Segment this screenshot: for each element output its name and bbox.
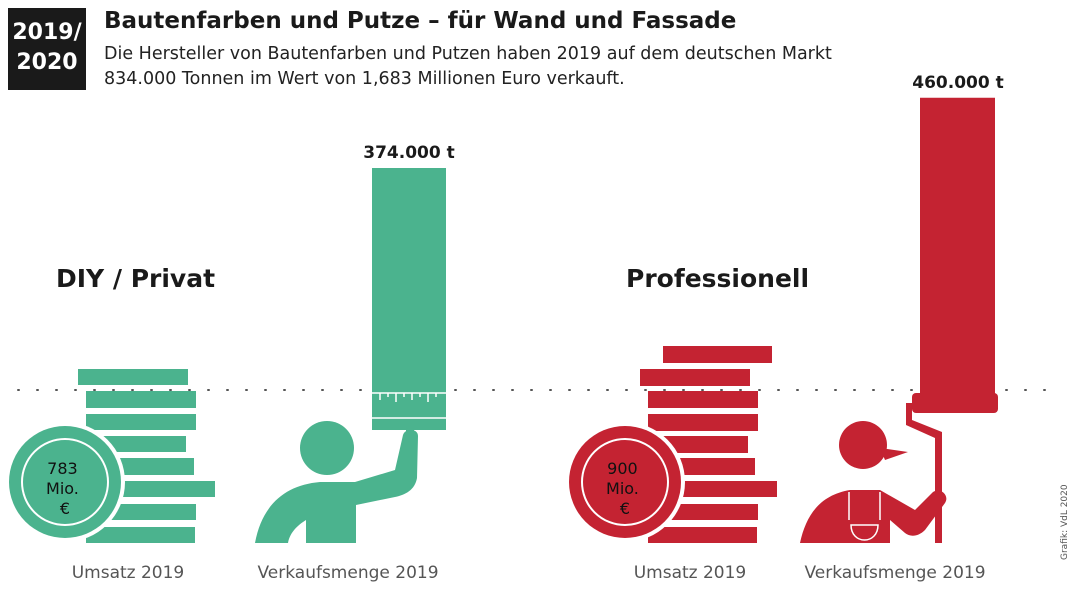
coin-stack-icon (565, 346, 777, 543)
volume-label-professional: 460.000 t (912, 73, 1003, 93)
volume-bar-professional (920, 97, 995, 395)
volume-bar-diy (372, 168, 446, 430)
brush-bristles (372, 392, 446, 419)
painter-brush-icon (255, 421, 418, 543)
coin-stack-icon (5, 369, 215, 543)
credit: Grafik: VdL 2020 (1060, 484, 1070, 560)
caption-volume-professional: Verkaufsmenge 2019 (804, 563, 985, 583)
year-badge: 2019/ 2020 (8, 8, 86, 90)
revenue-label-diy: 783 Mio. € (46, 459, 84, 518)
page-title: Bautenfarben und Putze – für Wand und Fa… (104, 8, 737, 34)
badge-line2: 2020 (16, 50, 78, 75)
subtitle-line2: 834.000 Tonnen im Wert von 1,683 Million… (104, 69, 625, 89)
group-title-professional: Professionell (626, 264, 809, 293)
caption-volume-diy: Verkaufsmenge 2019 (257, 563, 438, 583)
revenue-label-professional: 900 Mio. € (606, 459, 644, 518)
subtitle: Die Hersteller von Bautenfarben und Putz… (104, 42, 1004, 92)
volume-label-diy: 374.000 t (363, 143, 454, 163)
caption-revenue-professional: Umsatz 2019 (634, 563, 747, 583)
badge-line1: 2019/ (12, 20, 82, 45)
group-title-diy: DIY / Privat (56, 264, 215, 293)
caption-revenue-diy: Umsatz 2019 (72, 563, 185, 583)
subtitle-line1: Die Hersteller von Bautenfarben und Putz… (104, 44, 832, 64)
overalls-lines (848, 492, 881, 541)
painter-roller-icon (800, 393, 998, 543)
